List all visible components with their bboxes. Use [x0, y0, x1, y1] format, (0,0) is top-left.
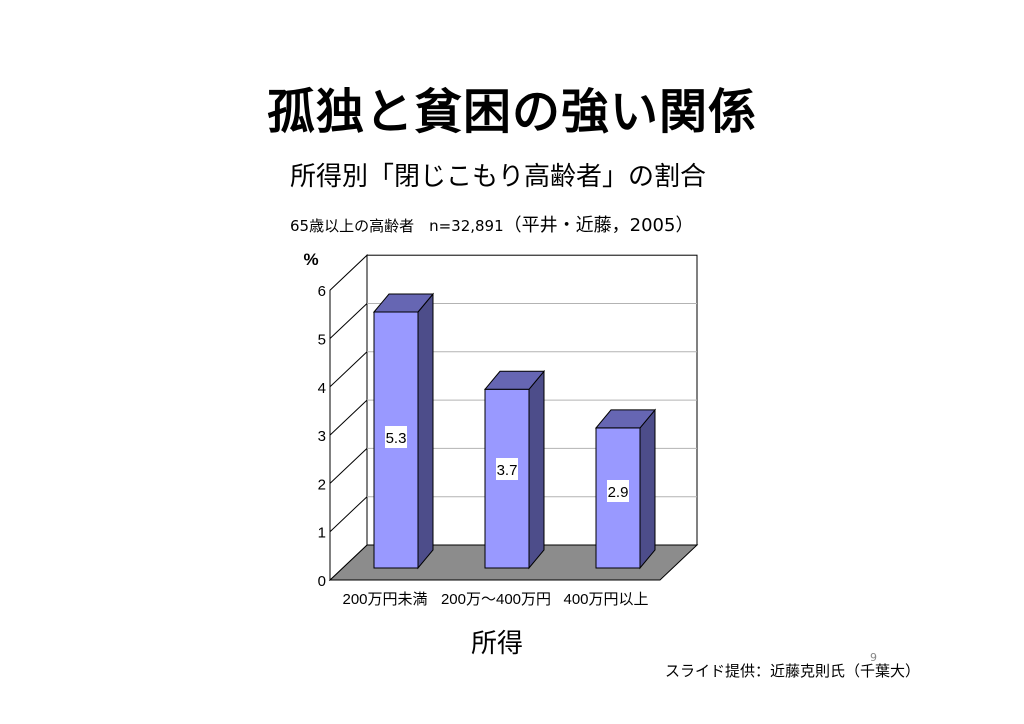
- x-axis-label: 所得: [471, 628, 523, 658]
- data-label-box: [385, 426, 407, 448]
- x-tick-label: 200万円未満: [342, 591, 427, 608]
- y-tick-label: 5: [318, 332, 326, 349]
- x-tick-label: 200万～400万円: [441, 591, 551, 608]
- y-axis-label: %: [303, 250, 318, 269]
- page-number: 9: [870, 651, 877, 664]
- slide-title: 孤独と貧困の強い関係: [266, 84, 757, 140]
- data-label-box: [607, 480, 629, 502]
- gridline-side: [329, 351, 368, 388]
- bar-side: [639, 408, 656, 570]
- bar-top: [372, 293, 435, 313]
- source-citation: （平井・近藤，2005）: [503, 215, 694, 236]
- data-label: 3.7: [497, 462, 518, 479]
- y-tick-label: 6: [318, 283, 326, 300]
- data-label: 5.3: [386, 430, 407, 447]
- sample-description: 65歳以上の高齢者 n=32,891: [290, 217, 504, 235]
- data-label: 2.9: [608, 484, 629, 501]
- y-tick-label: 4: [318, 380, 326, 397]
- y-tick-label: 3: [318, 428, 326, 445]
- y-tick-label: 0: [318, 573, 326, 590]
- sample-note: 65歳以上の高齢者 n=32,891（平井・近藤，2005）: [290, 211, 693, 237]
- bar-side: [417, 292, 434, 570]
- bar: [595, 427, 641, 569]
- x-tick-label: 400万円以上: [563, 591, 648, 608]
- slide-credit: スライド提供：近藤克則氏（千葉大）: [664, 662, 920, 680]
- data-label-box: [496, 458, 518, 480]
- bar-top: [594, 409, 657, 429]
- y-tick-label: 2: [318, 476, 326, 493]
- y-tick-label: 1: [318, 525, 326, 542]
- gridline-side: [329, 448, 368, 484]
- gridline-side: [329, 399, 368, 436]
- bar-top: [483, 370, 546, 390]
- gridline-side: [329, 303, 368, 339]
- chart-subtitle: 所得別「閉じこもり高齢者」の割合: [290, 162, 707, 192]
- gridline-side: [329, 496, 368, 533]
- bar-side: [528, 369, 545, 570]
